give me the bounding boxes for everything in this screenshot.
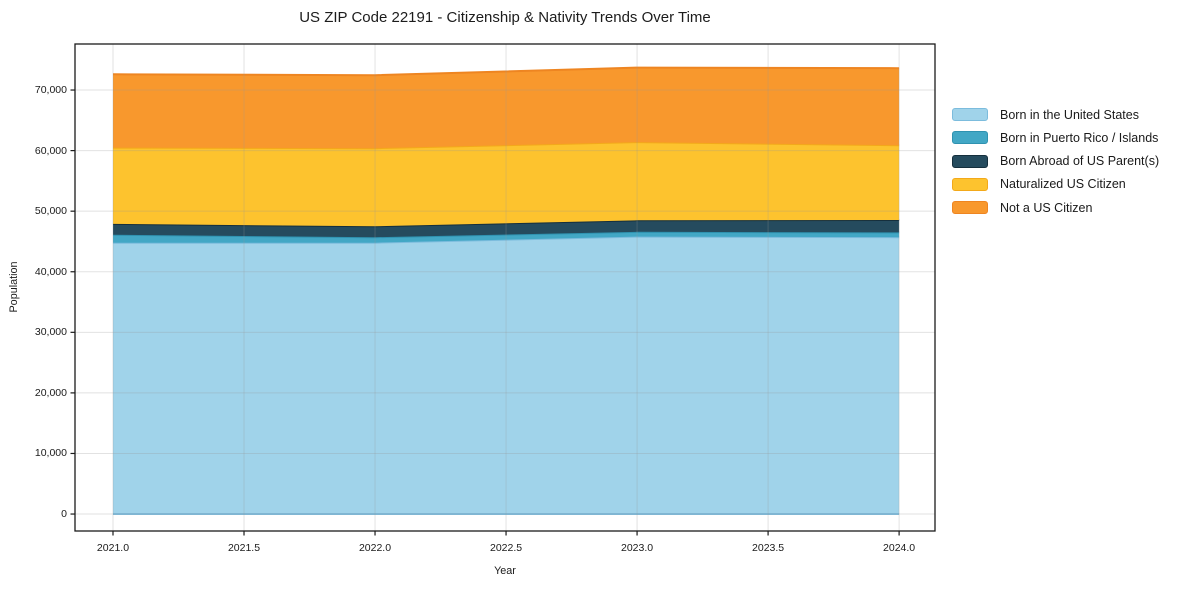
x-tick-label: 2023.5 xyxy=(752,542,785,554)
x-tick-label: 2022.5 xyxy=(489,542,523,554)
x-tick-label: 2021.0 xyxy=(96,542,130,554)
legend-label: Born in Puerto Rico / Islands xyxy=(1000,130,1159,145)
x-tick-label: 2021.5 xyxy=(227,542,261,554)
legend-item: Born Abroad of US Parent(s) xyxy=(952,154,1160,169)
y-tick-label: 20,000 xyxy=(34,386,67,399)
area-series-0 xyxy=(113,236,900,514)
legend-label: Born in the United States xyxy=(1000,107,1139,122)
legend-item: Born in Puerto Rico / Islands xyxy=(952,130,1159,145)
y-tick-label: 50,000 xyxy=(34,205,67,218)
area-edge-series-4 xyxy=(112,66,900,77)
y-tick-label: 10,000 xyxy=(34,447,67,460)
chart-title: US ZIP Code 22191 - Citizenship & Nativi… xyxy=(299,9,711,26)
area-series-2 xyxy=(113,220,900,238)
y-tick-label: 40,000 xyxy=(34,265,67,278)
area-series-1 xyxy=(113,231,900,243)
y-tick-label: 30,000 xyxy=(34,326,67,339)
legend-swatch xyxy=(952,154,988,168)
legend-swatch xyxy=(952,177,988,191)
area-series-3 xyxy=(113,142,900,227)
plot-border xyxy=(74,43,936,532)
legend-label: Not a US Citizen xyxy=(1000,200,1093,215)
legend-swatch xyxy=(952,108,988,121)
y-tick-label: 60,000 xyxy=(34,144,67,157)
legend-item: Not a US Citizen xyxy=(952,200,1159,215)
y-tick-label: 0 xyxy=(61,508,67,521)
y-tick-label: 70,000 xyxy=(34,84,67,97)
legend-label: Born Abroad of US Parent(s) xyxy=(1000,154,1160,169)
legend-swatch xyxy=(952,201,988,215)
legend-item: Naturalized US Citizen xyxy=(952,177,1159,192)
legend-label: Naturalized US Citizen xyxy=(1000,177,1126,192)
x-tick-label: 2023.0 xyxy=(621,542,654,554)
x-tick-label: 2022.0 xyxy=(358,542,392,554)
legend: Born in the United States Born in Puerto … xyxy=(952,107,1160,215)
x-tick-label: 2024.0 xyxy=(883,542,916,554)
area-series-4 xyxy=(113,67,900,149)
legend-swatch xyxy=(952,131,988,145)
legend-item: Born in the United States xyxy=(952,107,1159,122)
x-axis-label: Year xyxy=(494,565,516,577)
